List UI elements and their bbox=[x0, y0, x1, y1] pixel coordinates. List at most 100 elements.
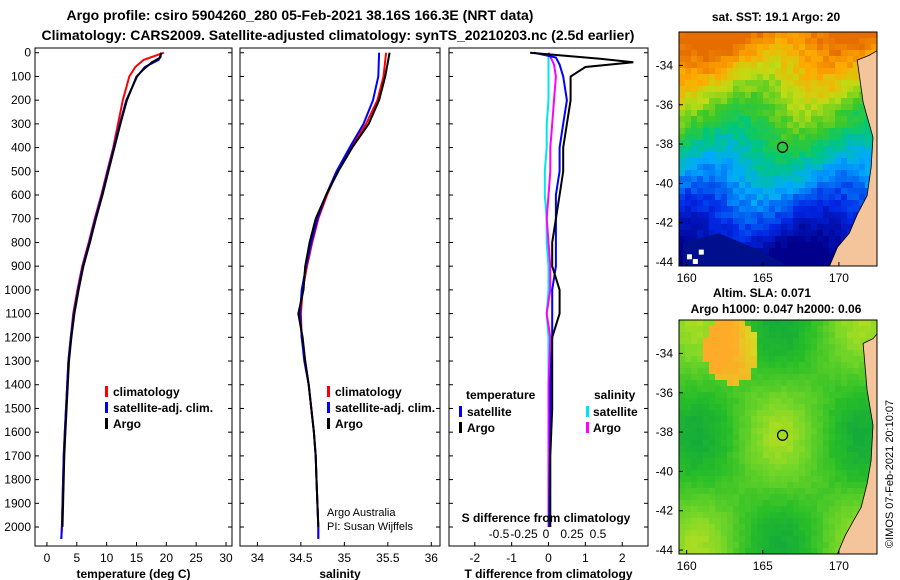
map-cell bbox=[727, 482, 734, 489]
map-title: sat. SST: 19.1 Argo: 20 bbox=[712, 10, 841, 24]
map-cell bbox=[805, 38, 812, 45]
map-cell bbox=[799, 122, 806, 129]
map-cell bbox=[859, 50, 866, 57]
map-cell bbox=[685, 116, 692, 123]
map-cell bbox=[805, 140, 812, 147]
map-cell bbox=[769, 422, 776, 429]
map-cell bbox=[799, 56, 806, 63]
map-cell bbox=[751, 446, 758, 453]
map-cell bbox=[697, 158, 704, 165]
map-cell bbox=[763, 200, 770, 207]
map-cell bbox=[751, 362, 758, 369]
map-cell bbox=[763, 482, 770, 489]
map-cell bbox=[685, 140, 692, 147]
map-cell bbox=[781, 482, 788, 489]
map-cell bbox=[799, 206, 806, 213]
map-cell bbox=[679, 44, 686, 51]
map-cell bbox=[805, 122, 812, 129]
map-cell bbox=[757, 380, 764, 387]
map-cell bbox=[805, 68, 812, 75]
map-cell bbox=[841, 464, 848, 471]
map-cell bbox=[769, 188, 776, 195]
map-cell bbox=[769, 524, 776, 531]
map-cell bbox=[679, 158, 686, 165]
map-cell bbox=[721, 86, 728, 93]
map-cell bbox=[727, 344, 734, 351]
map-cell bbox=[823, 80, 830, 87]
map-cell bbox=[751, 164, 758, 171]
map-cell bbox=[757, 224, 764, 231]
map-cell bbox=[811, 62, 818, 69]
map-cell bbox=[811, 80, 818, 87]
map-cell bbox=[799, 212, 806, 219]
map-cell bbox=[685, 134, 692, 141]
map-cell bbox=[793, 416, 800, 423]
map-cell bbox=[763, 422, 770, 429]
map-cell bbox=[847, 200, 854, 207]
map-cell bbox=[805, 542, 812, 549]
map-cell bbox=[757, 548, 764, 555]
map-cell bbox=[727, 50, 734, 57]
map-cell bbox=[751, 74, 758, 81]
map-cell bbox=[853, 212, 860, 219]
map-cell bbox=[703, 482, 710, 489]
map-cell bbox=[799, 68, 806, 75]
map-cell bbox=[757, 428, 764, 435]
map-cell bbox=[775, 470, 782, 477]
map-cell bbox=[847, 434, 854, 441]
map-cell bbox=[733, 434, 740, 441]
secondary-tick-label: -0.25 bbox=[510, 527, 538, 541]
map-cell bbox=[691, 416, 698, 423]
x-tick-label: 30 bbox=[219, 551, 233, 565]
map-subtitle: Argo h1000: 0.047 h2000: 0.06 bbox=[691, 302, 862, 316]
map-cell bbox=[691, 110, 698, 117]
map-cell bbox=[829, 38, 836, 45]
map-cell bbox=[799, 44, 806, 51]
map-cell bbox=[775, 518, 782, 525]
map-cell bbox=[763, 188, 770, 195]
map-cell bbox=[775, 38, 782, 45]
map-cell bbox=[691, 506, 698, 513]
map-cell bbox=[703, 188, 710, 195]
map-cell bbox=[745, 326, 752, 333]
map-cell bbox=[709, 506, 716, 513]
map-cell bbox=[847, 398, 854, 405]
map-cell bbox=[775, 422, 782, 429]
y-tick-label: 0 bbox=[24, 46, 31, 60]
map-cell bbox=[841, 410, 848, 417]
map-cell bbox=[775, 542, 782, 549]
map-cell bbox=[727, 530, 734, 537]
map-cell bbox=[703, 62, 710, 69]
map-cell bbox=[805, 206, 812, 213]
map-cell bbox=[853, 110, 860, 117]
map-cell bbox=[751, 542, 758, 549]
map-cell bbox=[775, 428, 782, 435]
map-cell bbox=[709, 500, 716, 507]
map-cell bbox=[727, 128, 734, 135]
map-cell bbox=[679, 254, 686, 261]
map-cell bbox=[817, 374, 824, 381]
map-cell bbox=[829, 218, 836, 225]
map-cell bbox=[757, 524, 764, 531]
map-cell bbox=[745, 464, 752, 471]
map-cell bbox=[739, 194, 746, 201]
map-cell bbox=[679, 98, 686, 105]
map-cell bbox=[739, 482, 746, 489]
map-cell bbox=[817, 224, 824, 231]
map-cell bbox=[691, 134, 698, 141]
x-tick-label: 0 bbox=[44, 551, 51, 565]
map-cell bbox=[811, 92, 818, 99]
map-cell bbox=[841, 122, 848, 129]
map-cell bbox=[799, 320, 806, 327]
y-tick-label: -42 bbox=[656, 504, 674, 518]
map-cell bbox=[871, 326, 878, 333]
series-line-argo bbox=[545, 52, 557, 527]
map-cell bbox=[829, 344, 836, 351]
map-cell bbox=[829, 68, 836, 75]
map-cell bbox=[739, 200, 746, 207]
map-cell bbox=[853, 488, 860, 495]
map-cell bbox=[835, 494, 842, 501]
map-cell bbox=[817, 176, 824, 183]
map-cell bbox=[703, 122, 710, 129]
map-cell bbox=[763, 194, 770, 201]
